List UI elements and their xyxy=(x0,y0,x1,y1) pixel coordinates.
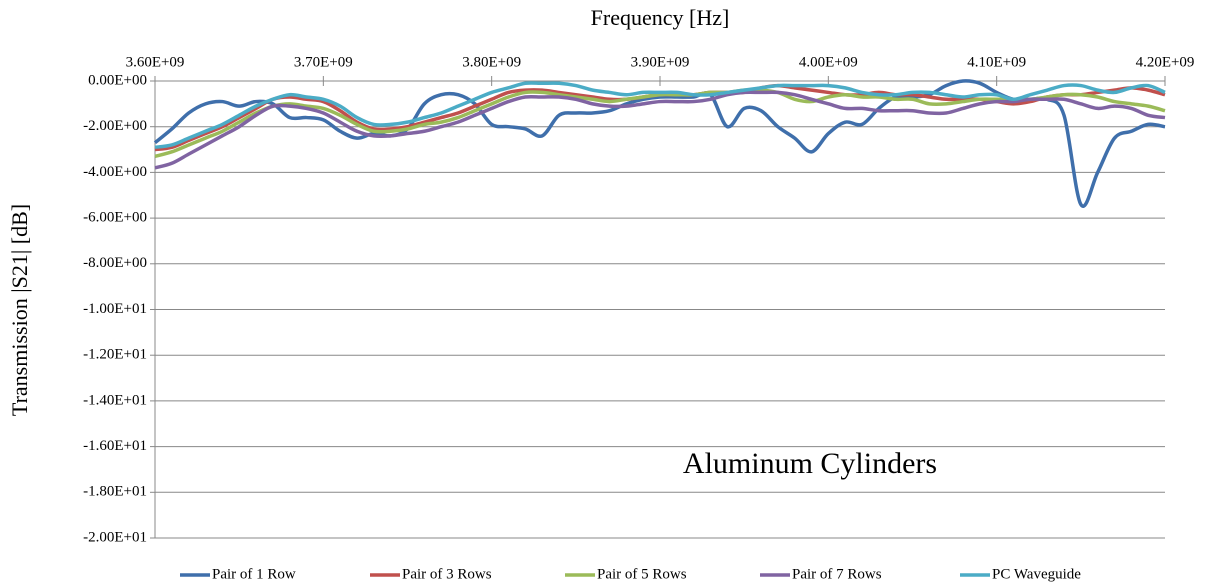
y-tick-label: 0.00E+00 xyxy=(88,72,147,88)
y-tick-label: -8.00E+00 xyxy=(83,255,147,271)
legend-label: Pair of 7 Rows xyxy=(792,566,882,582)
legend-label: Pair of 1 Row xyxy=(212,566,296,582)
y-tick-label: -2.00E+01 xyxy=(83,529,147,545)
y-tick-label: -6.00E+00 xyxy=(83,210,147,226)
x-tick-label: 4.20E+09 xyxy=(1136,54,1195,70)
x-tick-label: 4.10E+09 xyxy=(967,54,1026,70)
series-line xyxy=(154,90,1166,170)
legend-label: PC Waveguide xyxy=(992,566,1081,582)
annotation: Aluminum Cylinders xyxy=(683,447,937,480)
x-axis-label: Frequency [Hz] xyxy=(591,5,730,30)
x-tick-label: 4.00E+09 xyxy=(799,54,858,70)
y-tick-label: -1.60E+01 xyxy=(83,438,147,454)
x-tick-label: 3.70E+09 xyxy=(294,54,353,70)
series-line xyxy=(154,88,1166,159)
series-line xyxy=(153,79,1166,208)
y-tick-label: -1.80E+01 xyxy=(83,484,147,500)
y-tick-label: -4.00E+00 xyxy=(83,164,147,180)
y-tick-label: -1.20E+01 xyxy=(83,347,147,363)
legend-label: Pair of 3 Rows xyxy=(402,566,492,582)
x-tick-label: 3.60E+09 xyxy=(126,54,185,70)
x-tick-label: 3.90E+09 xyxy=(631,54,690,70)
y-tick-label: -1.00E+01 xyxy=(83,301,147,317)
legend-label: Pair of 5 Rows xyxy=(597,566,687,582)
y-axis-label: Transmission |S21| [dB] xyxy=(7,204,32,416)
y-tick-label: -1.40E+01 xyxy=(83,392,147,408)
series-line xyxy=(154,81,1166,150)
y-tick-label: -2.00E+00 xyxy=(83,118,147,134)
x-tick-label: 3.80E+09 xyxy=(462,54,521,70)
